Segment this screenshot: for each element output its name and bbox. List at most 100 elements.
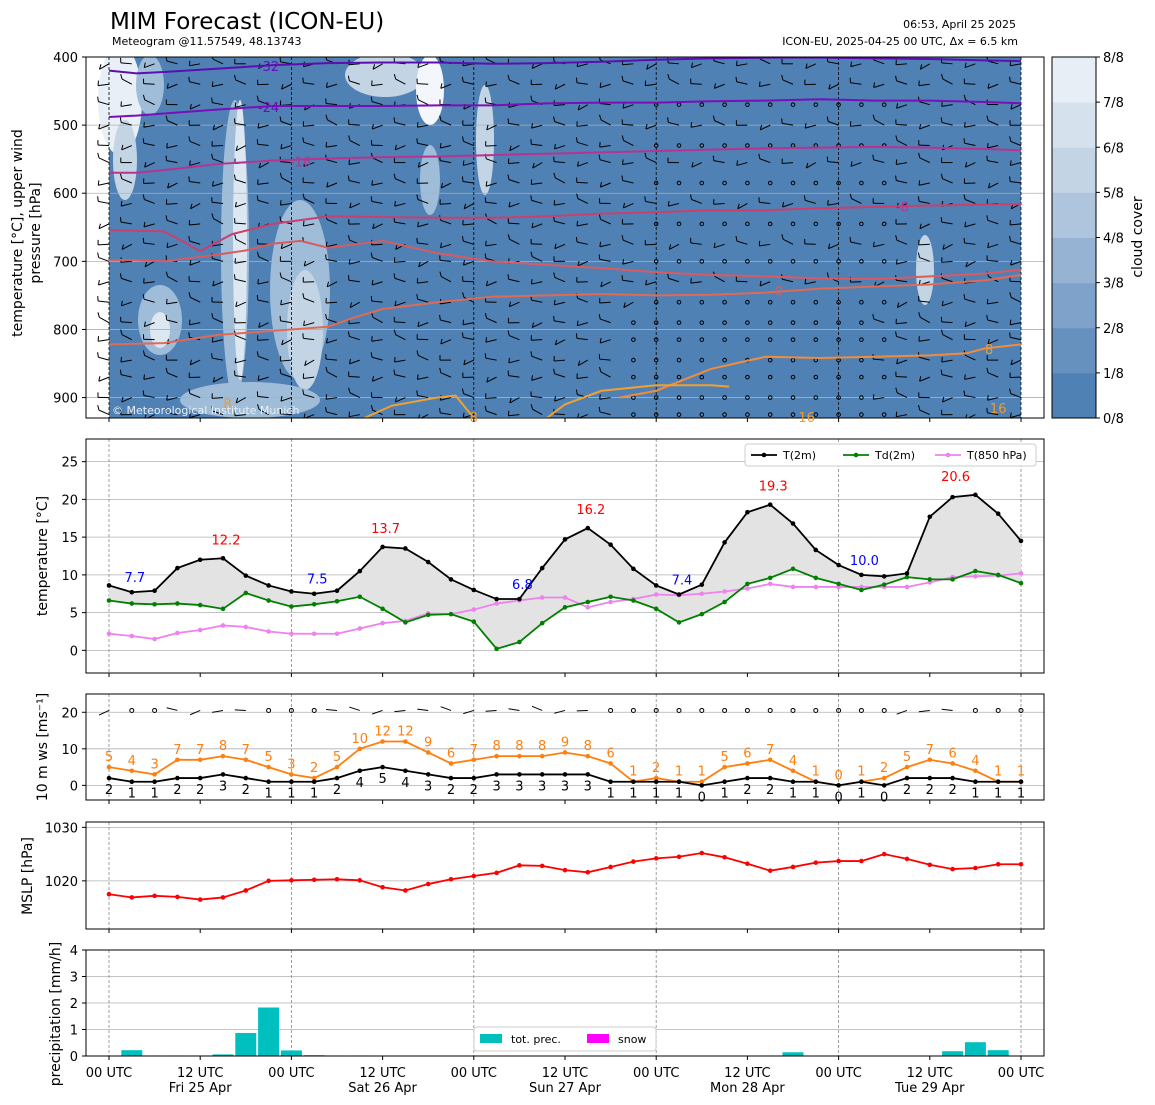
wind-barb bbox=[189, 280, 201, 283]
calm-wind-marker bbox=[745, 320, 750, 325]
gust-point bbox=[220, 753, 226, 759]
wind-barb bbox=[371, 83, 383, 87]
wind-barb-feather bbox=[188, 388, 191, 394]
wind-barb bbox=[987, 160, 999, 164]
wind-barb bbox=[258, 256, 269, 262]
wind-barb-feather bbox=[940, 329, 944, 335]
td2m-point bbox=[403, 620, 408, 625]
wind-barb-feather bbox=[416, 194, 419, 200]
wind-barb-feather bbox=[644, 152, 647, 159]
wind-barb bbox=[555, 177, 566, 184]
wind-barb bbox=[349, 301, 361, 308]
wind-barb-feather bbox=[507, 234, 511, 240]
wind-barb-feather bbox=[803, 195, 806, 201]
calm-wind-marker bbox=[653, 357, 659, 363]
wind-barb-feather bbox=[416, 374, 419, 380]
td2m-point bbox=[859, 587, 864, 593]
wind-barb bbox=[98, 124, 110, 130]
calm-wind-marker bbox=[699, 357, 705, 363]
calm-wind-marker bbox=[767, 412, 773, 417]
mean-wind-point bbox=[517, 772, 522, 777]
figure-title: MIM Forecast (ICON-EU) bbox=[110, 9, 384, 35]
wind-barb bbox=[713, 160, 725, 164]
calm-wind-marker bbox=[676, 299, 682, 305]
wind-barb-feather bbox=[189, 160, 191, 166]
gust-point bbox=[197, 757, 203, 763]
wind-barb bbox=[121, 178, 132, 184]
wind-barb-feather bbox=[507, 274, 510, 280]
wind-barb bbox=[576, 376, 588, 379]
wind-barb-feather bbox=[279, 216, 282, 222]
mean-wind-value-label: 2 bbox=[333, 783, 341, 798]
gust-value-label: 6 bbox=[606, 746, 614, 761]
wind-barb bbox=[121, 277, 132, 283]
wind-barb bbox=[303, 297, 315, 303]
t2m-point bbox=[175, 565, 180, 571]
wind-barb-feather bbox=[599, 337, 602, 344]
wind-barb bbox=[532, 63, 543, 69]
wind-barb bbox=[98, 223, 110, 230]
calm-wind-marker bbox=[881, 299, 887, 305]
mslp-point bbox=[425, 881, 431, 887]
wind-barb-feather bbox=[509, 397, 512, 404]
x-tick-label: 00 UTC bbox=[998, 1066, 1044, 1081]
wind-barb-feather bbox=[986, 155, 988, 161]
wind-barb-feather bbox=[919, 376, 922, 382]
wind-barb-feather bbox=[393, 273, 396, 279]
wind-barb-feather bbox=[872, 114, 876, 120]
wind-barb bbox=[531, 199, 543, 204]
wind-barb-feather bbox=[302, 193, 305, 199]
wind-barb bbox=[121, 78, 133, 85]
isotherm--8 bbox=[108, 203, 1022, 253]
wind-barb bbox=[964, 223, 976, 228]
wind-barb bbox=[782, 202, 794, 208]
wind-barb bbox=[918, 709, 930, 713]
wind-barb bbox=[326, 83, 338, 88]
pressure-tick-label: 500 bbox=[53, 119, 78, 134]
wind-barb bbox=[440, 412, 452, 416]
wind-barb bbox=[646, 157, 657, 164]
wind-barb bbox=[486, 317, 497, 324]
wind-barb bbox=[509, 397, 520, 404]
wind-barb bbox=[918, 200, 930, 204]
wind-barb bbox=[372, 316, 383, 324]
wind-barb bbox=[577, 104, 589, 111]
wind-barb-feather bbox=[826, 116, 829, 122]
wind-barb-feather bbox=[509, 145, 512, 151]
wind-barb-feather bbox=[165, 271, 169, 277]
wind-barb bbox=[600, 119, 611, 126]
wind-barb-feather bbox=[940, 173, 943, 179]
calm-wind-marker bbox=[859, 320, 864, 325]
t2m-point bbox=[129, 589, 135, 595]
wind-barb-feather bbox=[759, 124, 763, 131]
wind-barb-feather bbox=[554, 84, 558, 90]
wind-barb-feather bbox=[440, 242, 442, 248]
wind-barb bbox=[166, 145, 178, 149]
wind-barb-feather bbox=[484, 253, 487, 259]
wind-barb-feather bbox=[598, 154, 601, 160]
wind-barb bbox=[144, 355, 155, 361]
wind-barb-feather bbox=[370, 252, 373, 258]
y-tick-label: 20 bbox=[61, 493, 78, 508]
panel-background bbox=[86, 822, 1044, 929]
wind-barb bbox=[394, 221, 406, 225]
wind-barb-feather bbox=[372, 64, 376, 70]
wind-barb-feather bbox=[120, 356, 122, 363]
wind-barb bbox=[987, 219, 999, 225]
t2m-point bbox=[197, 557, 203, 563]
wind-barb-feather bbox=[142, 94, 146, 100]
calm-wind-marker bbox=[790, 374, 796, 380]
mean-wind-point bbox=[425, 772, 431, 777]
calm-wind-marker bbox=[699, 412, 705, 417]
mslp-point bbox=[881, 851, 887, 857]
t2m-point bbox=[927, 514, 933, 520]
wind-barb-feather bbox=[235, 397, 239, 404]
td2m-point bbox=[631, 598, 636, 603]
wind-barb bbox=[189, 162, 201, 166]
wind-barb bbox=[896, 140, 908, 146]
wind-barb-feather bbox=[507, 74, 510, 81]
wind-barb-feather bbox=[257, 123, 260, 129]
precip-bar bbox=[235, 1032, 257, 1056]
t2m-point bbox=[790, 521, 796, 526]
